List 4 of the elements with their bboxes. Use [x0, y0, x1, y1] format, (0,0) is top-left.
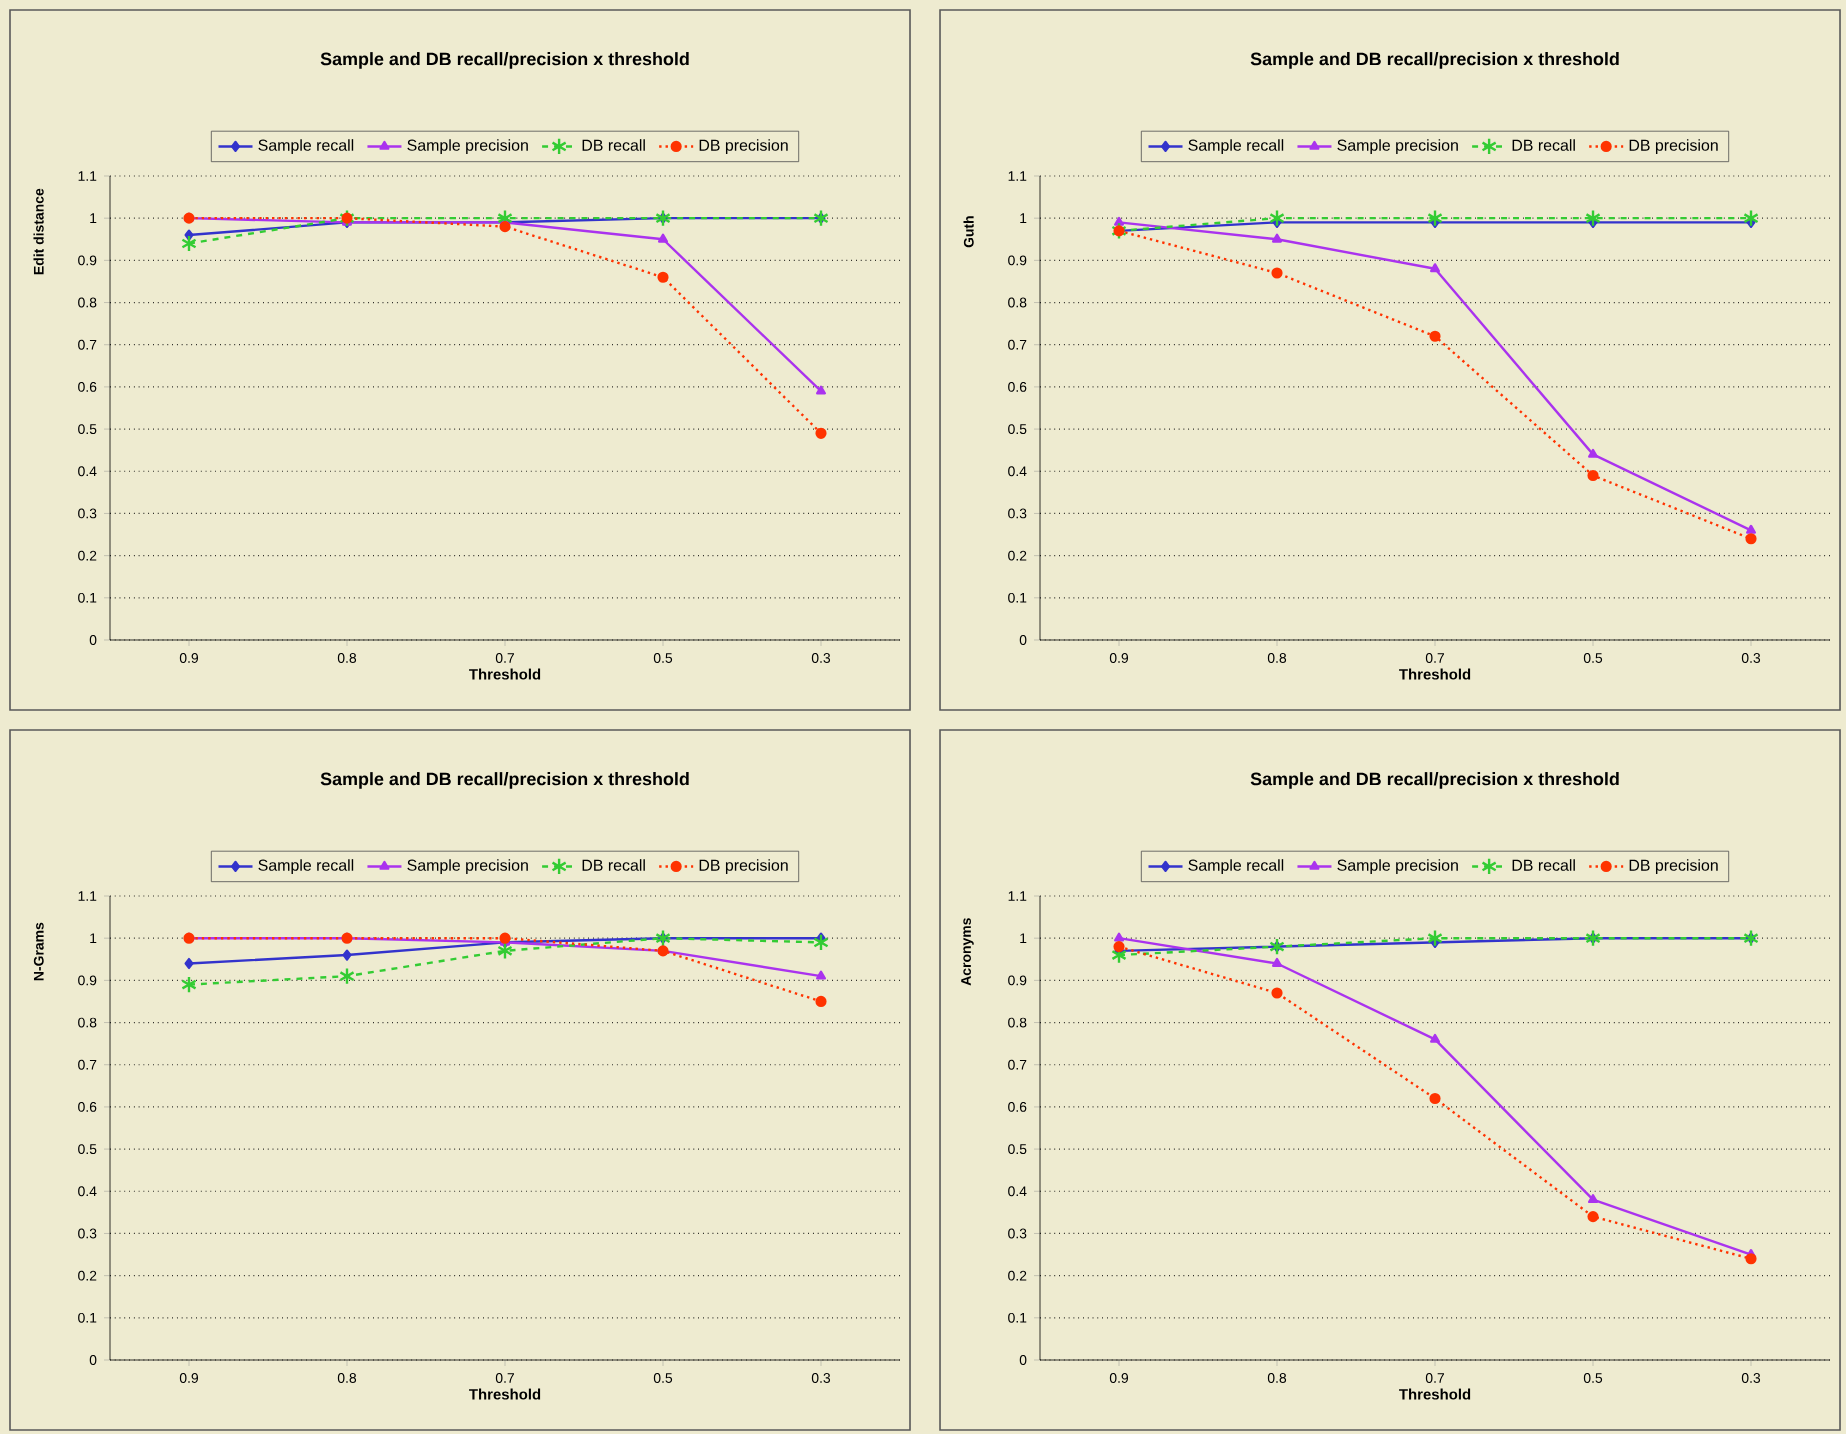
chart-title: Sample and DB recall/precision x threshold [320, 772, 689, 789]
chart-title: Sample and DB recall/precision x threshold [320, 52, 689, 69]
chart-title: Sample and DB recall/precision x threshold [1250, 52, 1619, 69]
chart-title: Sample and DB recall/precision x threshold [1250, 772, 1619, 789]
